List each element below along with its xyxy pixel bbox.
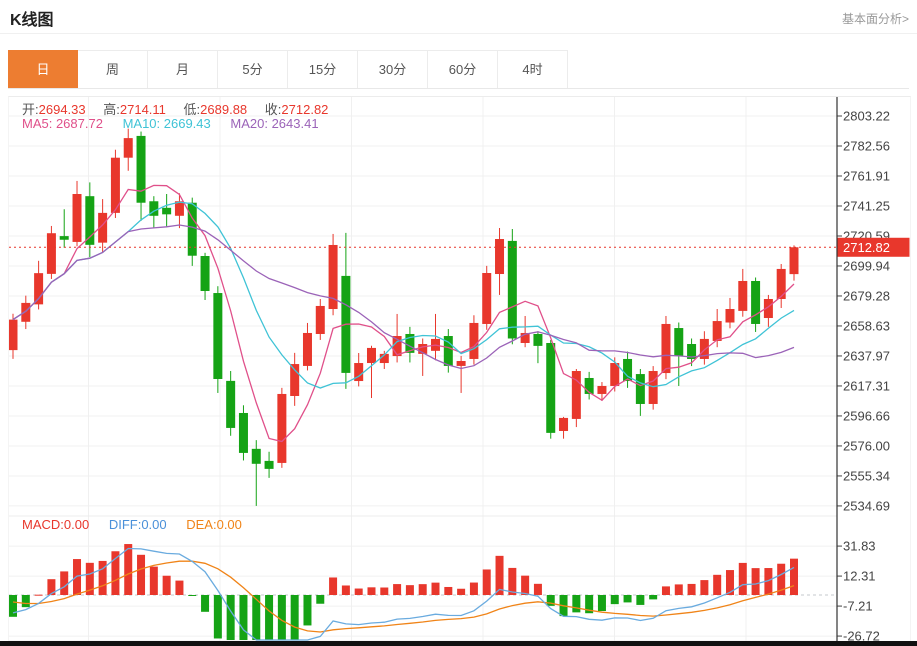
svg-text:2637.97: 2637.97 (843, 348, 890, 363)
svg-text:2679.28: 2679.28 (843, 288, 890, 303)
svg-text:2555.34: 2555.34 (843, 468, 890, 483)
main-price-panel (9, 128, 837, 506)
tab-month[interactable]: 月 (148, 50, 218, 88)
high-label: 高: (103, 102, 120, 117)
svg-text:2576.00: 2576.00 (843, 438, 890, 453)
last-price-tag (837, 237, 910, 257)
page-title: K线图 (10, 12, 54, 29)
ma20-legend-item: MA20: 2643.41 (230, 116, 319, 131)
high-value: 2714.11 (119, 102, 166, 117)
svg-text:2761.91: 2761.91 (843, 168, 890, 183)
tab-30min[interactable]: 30分 (358, 50, 428, 88)
tab-15min[interactable]: 15分 (288, 50, 358, 88)
fundamental-analysis-link[interactable]: 基本面分析> (841, 12, 909, 26)
svg-text:2741.25: 2741.25 (843, 198, 890, 213)
ma10-legend-item: MA10: 2669.43 (122, 116, 211, 131)
macd-panel (9, 544, 837, 641)
interval-tabbar: 日 周 月 5分 15分 30分 60分 4时 (8, 50, 909, 89)
kline-chart-svg[interactable]: 2803.222782.562761.912741.252720.592699.… (9, 97, 910, 642)
svg-text:-26.72: -26.72 (843, 629, 880, 642)
ma5-legend-item: MA5: 2687.72 (22, 116, 103, 131)
dea-legend-item: DEA:0.00 (186, 517, 242, 532)
ma-legend: MA5: 2687.72 MA10: 2669.43 MA20: 2643.41 (22, 116, 335, 131)
bottom-divider (0, 641, 917, 646)
tab-5min[interactable]: 5分 (218, 50, 288, 88)
macd-legend: MACD:0.00 DIFF:0.00 DEA:0.00 (22, 517, 258, 532)
open-label: 开: (22, 102, 39, 117)
svg-text:12.31: 12.31 (843, 569, 876, 584)
tab-day[interactable]: 日 (8, 50, 78, 88)
svg-text:31.83: 31.83 (843, 539, 876, 554)
tab-4hour[interactable]: 4时 (498, 50, 568, 88)
svg-text:2534.69: 2534.69 (843, 498, 890, 513)
tab-60min[interactable]: 60分 (428, 50, 498, 88)
open-value: 2694.33 (38, 102, 86, 117)
close-value: 2712.82 (281, 102, 329, 117)
svg-text:-7.21: -7.21 (843, 599, 873, 614)
macd-legend-item: MACD:0.00 (22, 517, 90, 532)
kline-chart-container[interactable]: 2803.22 2782.56 2761.91 2741.25 2720.59 2699.… (8, 96, 911, 642)
svg-text:2699.94: 2699.94 (843, 258, 890, 273)
svg-text:2658.63: 2658.63 (843, 318, 890, 333)
low-value: 2689.88 (200, 102, 248, 117)
close-label: 收: (264, 102, 282, 117)
title-divider (0, 33, 917, 34)
svg-text:2596.66: 2596.66 (843, 408, 890, 423)
diff-legend-item: DIFF:0.00 (108, 517, 167, 532)
svg-text:2712.82: 2712.82 (843, 240, 890, 255)
svg-text:2803.22: 2803.22 (843, 109, 890, 124)
low-label: 低: (183, 102, 201, 117)
svg-text:2782.56: 2782.56 (843, 139, 890, 154)
svg-text:2617.31: 2617.31 (843, 378, 890, 393)
tab-week[interactable]: 周 (78, 50, 148, 88)
ohlc-legend: 开:2694.33 高:2714.11 低:2689.88 收:2712.82 (22, 99, 342, 118)
